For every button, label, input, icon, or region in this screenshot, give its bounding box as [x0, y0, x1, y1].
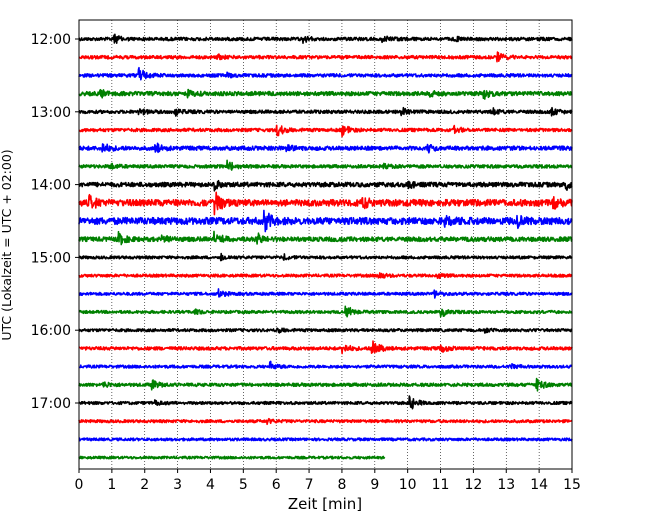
x-axis-ticks: 0 1 2 3 4 5 6 7 8 9 10 11 12 13 14 15 — [75, 469, 581, 493]
y-tick-label: 17:00 — [31, 396, 71, 412]
trace-1245 — [78, 88, 573, 100]
x-axis-label: Zeit [min] — [288, 495, 362, 513]
plot-frame — [78, 19, 573, 470]
seismic-traces — [78, 33, 573, 460]
trace-1315 — [78, 124, 573, 138]
x-tick-label: 9 — [370, 477, 379, 493]
trace-1445 — [78, 230, 573, 246]
trace-1500 — [78, 252, 573, 262]
trace-1200 — [78, 33, 573, 44]
y-axis-label: UTC (Lokalzeit = UTC + 02:00) — [0, 149, 14, 340]
x-tick-label: 6 — [272, 477, 281, 493]
x-tick-label: 14 — [530, 477, 548, 493]
trace-1715 — [78, 417, 573, 426]
x-tick-label: 12 — [464, 477, 482, 493]
y-tick-label: 14:00 — [31, 178, 71, 194]
x-tick-label: 11 — [432, 477, 450, 493]
trace-1330 — [78, 142, 573, 154]
x-tick-label: 3 — [173, 477, 182, 493]
x-tick-label: 0 — [75, 477, 84, 493]
x-tick-label: 2 — [140, 477, 149, 493]
y-tick-label: 15:00 — [31, 250, 71, 266]
trace-1645 — [78, 377, 573, 392]
trace-1745 — [78, 455, 386, 460]
trace-1430 — [78, 209, 573, 233]
y-axis-ticks: 12:00 13:00 14:00 15:00 16:00 17:00 — [31, 32, 79, 412]
trace-1300 — [78, 106, 573, 117]
trace-1345 — [78, 159, 573, 171]
trace-1215 — [78, 51, 573, 63]
trace-1415 — [78, 191, 573, 216]
trace-1230 — [78, 66, 573, 81]
trace-1615 — [78, 340, 573, 355]
y-tick-label: 12:00 — [31, 32, 71, 48]
trace-1400 — [78, 179, 573, 192]
x-tick-label: 1 — [107, 477, 116, 493]
x-tick-label: 8 — [337, 477, 346, 493]
x-tick-label: 13 — [497, 477, 515, 493]
trace-1630 — [78, 360, 573, 370]
x-tick-label: 5 — [239, 477, 248, 493]
trace-1515 — [78, 272, 573, 280]
x-tick-label: 10 — [399, 477, 417, 493]
trace-1730 — [78, 437, 573, 442]
trace-1700 — [78, 395, 573, 410]
x-tick-label: 15 — [563, 477, 581, 493]
trace-1530 — [78, 288, 573, 299]
y-tick-label: 13:00 — [31, 105, 71, 121]
x-tick-label: 7 — [305, 477, 314, 493]
y-tick-label: 16:00 — [31, 323, 71, 339]
trace-1545 — [78, 305, 573, 318]
trace-1600 — [78, 327, 573, 334]
x-tick-label: 4 — [206, 477, 215, 493]
